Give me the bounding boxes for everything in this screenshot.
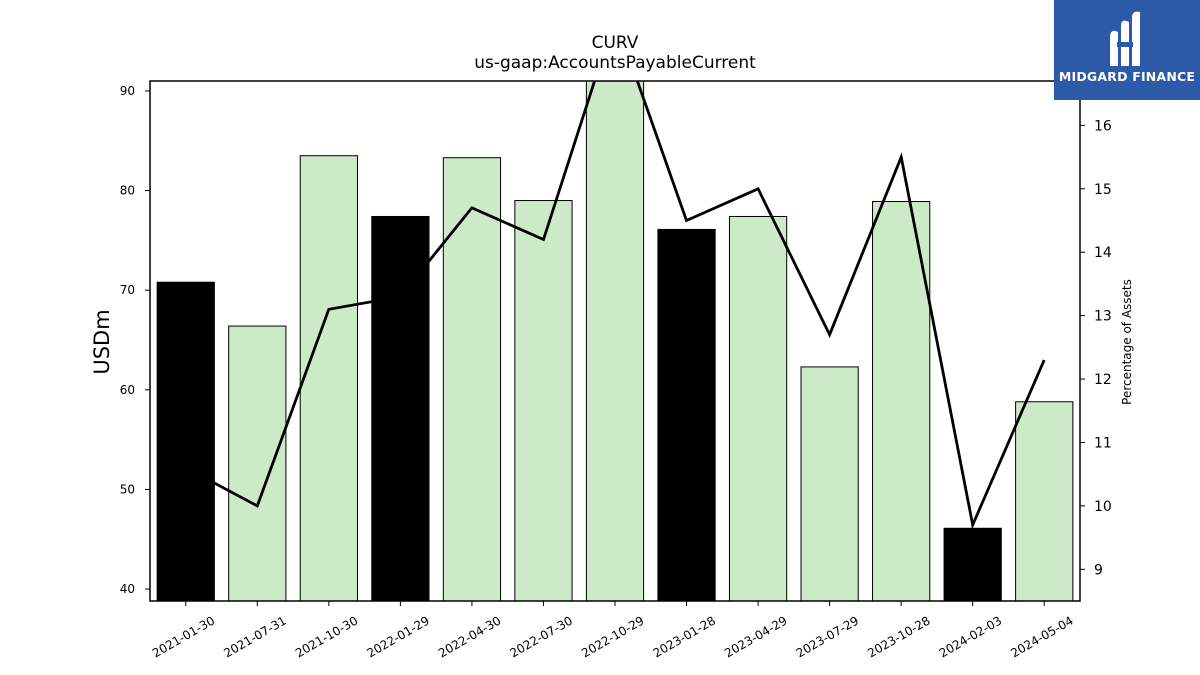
bar-2023-04-29 xyxy=(728,215,788,601)
bar-2023-01-28 xyxy=(657,228,716,601)
bar-2023-07-29 xyxy=(800,366,859,601)
bar-2022-10-29 xyxy=(585,81,645,601)
x-tick-label: 2021-10-30 xyxy=(293,613,360,660)
y-tick-label: 40 xyxy=(120,582,135,596)
chart-subtitle: us-gaap:AccountsPayableCurrent xyxy=(474,53,756,73)
x-tick-label: 2022-01-29 xyxy=(364,613,431,660)
bar-2021-10-30 xyxy=(299,155,358,601)
x-tick-label: 2021-07-31 xyxy=(221,613,288,660)
chart-title: CURV xyxy=(592,33,639,53)
y-tick-label: 50 xyxy=(120,482,135,496)
x-tick-label: 2022-07-30 xyxy=(508,613,575,660)
y-axis-label-right: Percentage of Assets xyxy=(1120,279,1134,405)
bar-2022-04-30 xyxy=(442,157,502,601)
y-right-tick-label: 16 xyxy=(1094,118,1112,134)
x-tick-label: 2022-10-29 xyxy=(579,613,646,660)
x-tick-label: 2023-07-29 xyxy=(794,613,861,660)
bar-2024-02-03 xyxy=(943,527,1002,601)
logo-mark-icon xyxy=(1110,11,1140,67)
logo-text: MIDGARD FINANCE xyxy=(1058,69,1196,84)
y-right-tick-label: 11 xyxy=(1094,435,1112,451)
y-tick-label: 90 xyxy=(120,84,135,98)
x-tick-label: 2022-04-30 xyxy=(436,613,503,660)
x-tick-label: 2023-04-29 xyxy=(722,613,789,660)
line-layer xyxy=(185,81,1046,530)
bar-2022-07-30 xyxy=(514,200,573,601)
bar-2024-05-04 xyxy=(1015,401,1074,601)
y-axis-label-left: USDm xyxy=(90,309,114,374)
bar-2022-01-29 xyxy=(371,215,430,601)
x-tick-label: 2024-02-03 xyxy=(937,613,1004,660)
y-right-tick-label: 10 xyxy=(1094,499,1112,515)
y-tick-label: 80 xyxy=(120,184,135,198)
bar-2021-07-31 xyxy=(228,325,287,601)
y-right-tick-label: 9 xyxy=(1094,562,1103,578)
y-right-tick-label: 14 xyxy=(1094,245,1112,261)
y-tick-label: 70 xyxy=(120,283,135,297)
y-right-tick-label: 13 xyxy=(1094,309,1112,325)
midgard-finance-logo: MIDGARD FINANCE xyxy=(1054,0,1200,100)
y-right-tick-label: 12 xyxy=(1094,372,1112,388)
percentage-of-assets-line xyxy=(185,81,1046,530)
bar-2023-10-28 xyxy=(872,201,931,601)
bar-2021-01-30 xyxy=(156,281,215,601)
y-right-tick-label: 15 xyxy=(1094,182,1112,198)
x-tick-label: 2023-01-28 xyxy=(651,613,718,660)
x-tick-label: 2023-10-28 xyxy=(865,613,932,660)
y-tick-label: 60 xyxy=(120,383,135,397)
x-tick-label: 2024-05-04 xyxy=(1008,613,1075,660)
bars-layer xyxy=(156,81,1074,601)
x-tick-label: 2021-01-30 xyxy=(150,613,217,660)
